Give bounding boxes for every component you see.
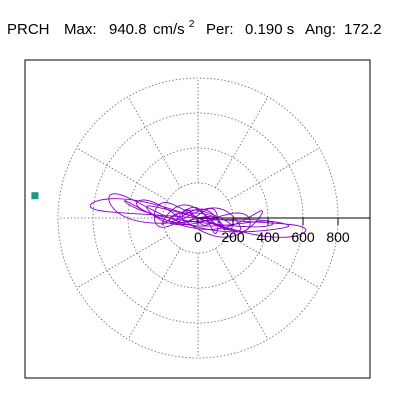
grid-spoke-210 — [76, 235, 168, 289]
max-unit: cm/s — [153, 21, 185, 38]
polar-grid — [57, 77, 339, 359]
radial-tick-label-200: 200 — [221, 229, 245, 245]
plot-frame — [24, 59, 371, 379]
motion-trace — [89, 193, 307, 238]
grid-spoke-240 — [127, 248, 181, 340]
radial-axis — [197, 217, 370, 225]
trace-loop-0 — [89, 198, 307, 238]
grid-spoke-60 — [215, 96, 269, 188]
peak-marker-layer — [31, 192, 39, 200]
radial-tick-label-0: 0 — [194, 229, 202, 245]
radial-tick-label-800: 800 — [326, 229, 350, 245]
radial-tick-label-600: 600 — [291, 229, 315, 245]
per-value: 0.190 s — [245, 21, 294, 38]
radial-tick-label-400: 400 — [256, 229, 280, 245]
chart-header: PRCH Max: 940.8 cm/s 2 Per: 0.190 s Ang:… — [7, 14, 382, 38]
max-unit-exponent: 2 — [189, 19, 195, 30]
grid-spoke-150 — [76, 147, 168, 201]
ang-value: 172.2 — [344, 21, 382, 38]
station-code: PRCH — [7, 21, 50, 38]
max-label: Max: — [64, 21, 97, 38]
peak-marker — [31, 192, 39, 200]
grid-spoke-30 — [228, 147, 320, 201]
grid-spoke-120 — [127, 96, 181, 188]
grid-spoke-330 — [228, 235, 320, 289]
trace-loop-1 — [108, 193, 290, 233]
trace-loop-7 — [169, 208, 226, 231]
trace-loop-8 — [176, 206, 219, 234]
trace-loop-6 — [161, 204, 233, 231]
ang-label: Ang: — [305, 21, 336, 38]
radial-tick-labels: 0 200 400 600 800 — [194, 229, 350, 245]
trace-loop-9 — [181, 208, 215, 226]
per-label: Per: — [206, 21, 234, 38]
grid-spoke-300 — [215, 248, 269, 340]
max-value: 940.8 — [109, 21, 147, 38]
